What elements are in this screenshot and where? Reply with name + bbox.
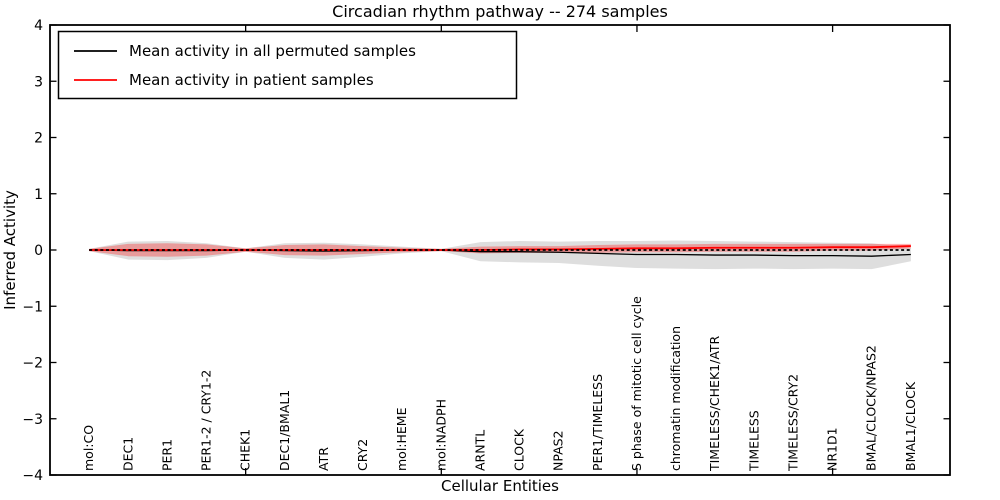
y-tick-label: 3 [34,74,43,90]
plot-layers: 4 3 2 1 0 −1 −2 −3 −4 mol:CO DEC1 PER1 PER1-2 / CRY1… [22,18,950,484]
legend-patient-label: Mean activity in patient samples [129,71,374,89]
legend: Mean activity in all permuted samples Me… [57,30,518,100]
x-category-label: ARNTL [472,430,487,471]
y-tick-label: 2 [34,131,43,147]
chart-title: Circadian rhythm pathway -- 274 samples [332,2,668,21]
x-category-label: CHEK1 [238,429,253,471]
x-category-label: S phase of mitotic cell cycle [629,296,644,471]
x-category-label: CLOCK [512,428,527,471]
x-category-label: DEC1 [120,437,135,471]
x-category-label: DEC1/BMAL1 [277,390,292,471]
x-category-label: PER1-2 / CRY1-2 [199,370,214,471]
y-tick-label: 0 [34,243,43,259]
y-axis-label: Inferred Activity [1,190,19,310]
plot-frame [49,24,951,476]
x-category-label: mol:NADPH [433,399,448,471]
x-category-label: TIMELESS/CHEK1/ATR [707,335,722,472]
x-category-label: NR1D1 [825,427,840,471]
x-category-label: PER1/TIMELESS [590,374,605,471]
x-category-label: ATR [316,447,331,471]
x-category-label: NPAS2 [551,430,566,471]
x-category-label: mol:CO [81,425,96,471]
y-tick-label: 1 [34,187,43,203]
y-tick-label: 4 [34,18,43,34]
legend-box [57,30,518,100]
y-tick-label: −1 [22,299,43,315]
x-category-label: PER1 [159,439,174,471]
x-category-label: BMAL/CLOCK/NPAS2 [864,345,879,471]
x-category-label: CRY2 [355,439,370,471]
x-category-label: BMAL1/CLOCK [903,381,918,471]
x-category-label: mol:HEME [394,407,409,471]
y-tick-label: −3 [22,412,43,428]
x-category-label: chromatin modification [668,326,683,471]
y-tick-label: −2 [22,356,43,372]
legend-permuted-label: Mean activity in all permuted samples [129,42,416,60]
x-category-label: TIMELESS [746,410,761,472]
x-axis-label: Cellular Entities [441,477,559,495]
x-category-label: TIMELESS/CRY2 [785,374,800,472]
y-tick-label: −4 [22,468,43,484]
